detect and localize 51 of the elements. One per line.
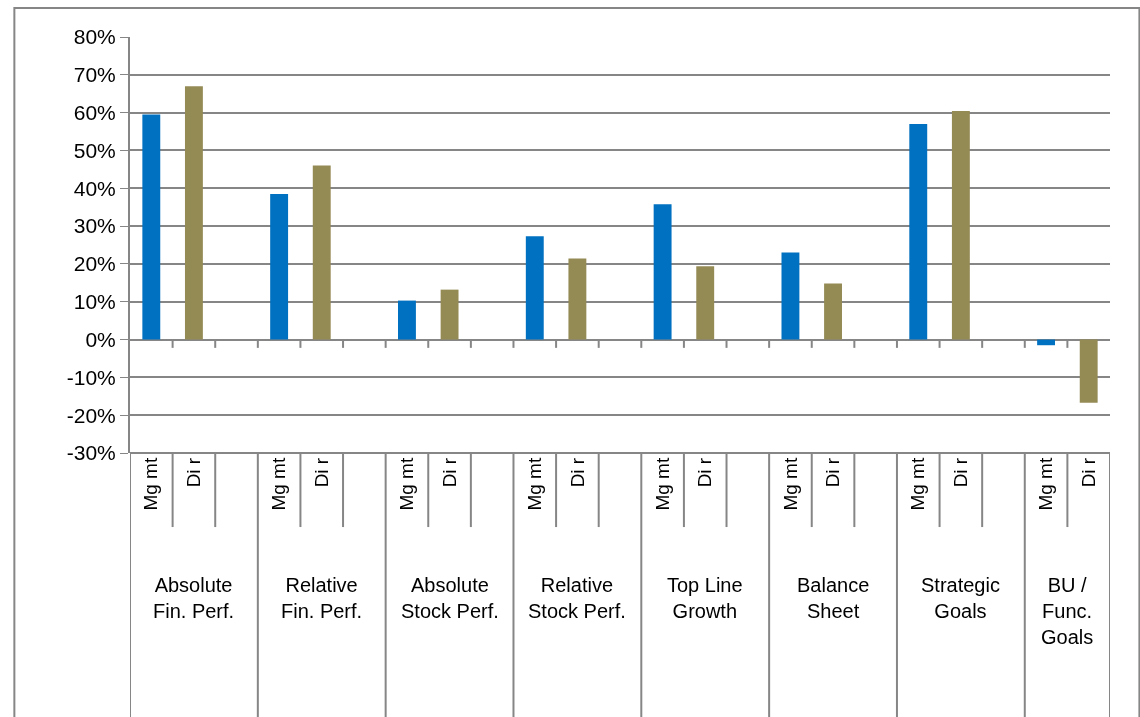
y-tick-label: 40% [73, 176, 116, 200]
bar [270, 193, 289, 340]
x-tick-label: Mg mt [140, 457, 162, 511]
y-tick-label: 80% [73, 25, 116, 49]
text: Balance Sheet [797, 574, 870, 622]
x-tick-label: Di r [822, 457, 844, 488]
y-tick-label: -20% [66, 403, 116, 427]
bar [525, 236, 544, 340]
x-tick-label: Mg mt [523, 457, 545, 511]
y-tick-label: 50% [73, 138, 116, 162]
x-tick-label: Di r [1077, 457, 1099, 488]
x-tick-label: Mg mt [268, 457, 290, 511]
bar [312, 165, 331, 340]
x-tick-label: Mg mt [907, 457, 929, 511]
x-tick-label: Di r [183, 457, 205, 488]
bar [142, 114, 161, 340]
y-tick-label: 70% [73, 63, 116, 87]
text: Top Line Growth [667, 574, 743, 622]
bar [696, 266, 715, 340]
bar [781, 252, 800, 340]
x-tick-label: Mg mt [396, 457, 418, 511]
bar [653, 204, 672, 340]
bar [909, 123, 928, 340]
x-tick-label: Di r [566, 457, 588, 488]
y-tick-label: -10% [66, 365, 116, 389]
text: BU / Func. Goals [1041, 574, 1094, 648]
x-tick-label: Mg mt [651, 457, 673, 511]
bar [824, 283, 842, 340]
x-tick-label: Di r [310, 457, 332, 488]
x-tick-label: Di r [694, 457, 716, 488]
text: Absolute Fin. Perf. [153, 574, 235, 622]
x-tick-label: Di r [438, 457, 460, 488]
bar [1079, 339, 1098, 403]
y-tick-label: 20% [73, 252, 116, 276]
bar [398, 300, 416, 340]
bar [440, 289, 459, 340]
bar [184, 86, 203, 340]
y-tick-label: 60% [73, 100, 116, 124]
bar [951, 111, 970, 340]
text: Strategic Goals [921, 574, 1000, 622]
text: Relative Fin. Perf. [281, 574, 363, 622]
text: Relative Stock Perf. [528, 574, 626, 622]
x-tick-label: Mg mt [779, 457, 801, 511]
x-tick-label: Mg mt [1035, 457, 1057, 511]
y-tick-label: 0% [85, 327, 116, 351]
text: Absolute Stock Perf. [401, 574, 499, 622]
bar [568, 258, 587, 340]
x-tick-label: Di r [950, 457, 972, 488]
y-tick-label: 30% [73, 214, 116, 238]
y-tick-label: 10% [73, 290, 116, 314]
y-tick-label: -30% [66, 441, 116, 465]
